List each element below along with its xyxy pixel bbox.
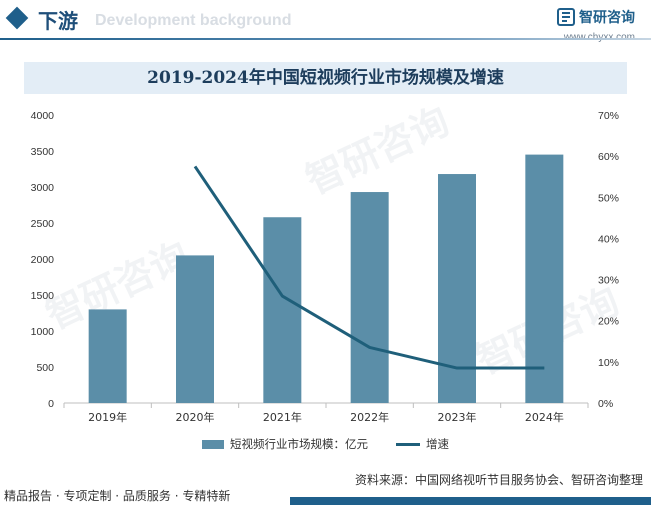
chart-legend: 短视频行业市场规模：亿元 增速 [0,436,651,452]
y-left-tick-label: 3000 [31,182,55,194]
y-right-tick-label: 10% [598,357,619,369]
legend-swatch-bar [202,439,224,449]
y-left-tick-label: 2500 [31,218,55,230]
x-tick-label: 2021年 [263,410,302,424]
x-tick-label: 2023年 [438,410,477,424]
y-left-tick-label: 4000 [31,110,55,122]
y-right-tick-label: 70% [598,110,619,122]
chart-title-band: 2019-2024年中国短视频行业市场规模及增速 [24,62,627,94]
legend-swatch-line [396,442,420,446]
bar [88,309,127,403]
legend-label-line: 增速 [426,437,449,451]
section-title: 下游 [38,9,78,33]
legend-item-line: 增速 [396,436,449,452]
footer-tagline: 精品报告 · 专项定制 · 品质服务 · 专精特新 [4,489,231,503]
footer-band [290,497,651,505]
brand: 智研咨询 [557,7,635,27]
bar [350,192,389,403]
x-tick-label: 2019年 [88,410,127,424]
y-right-tick-label: 40% [598,233,619,245]
x-tick-label: 2024年 [525,410,564,424]
y-left-tick-label: 3500 [31,146,55,158]
y-left-tick-label: 0 [48,398,54,410]
chart-title: 2019-2024年中国短视频行业市场规模及增速 [147,68,504,88]
y-left-tick-label: 2000 [31,254,55,266]
legend-item-bars: 短视频行业市场规模：亿元 [202,436,368,452]
y-left-tick-label: 1500 [31,290,55,302]
bar [263,217,302,403]
growth-line [193,165,545,370]
x-tick-label: 2020年 [176,410,215,424]
y-right-tick-label: 30% [598,275,619,287]
header-background-text: Development background [95,12,292,29]
bar [525,154,564,403]
brand-logo-icon [557,8,575,26]
brand-url: www.chyxx.com [564,32,635,43]
y-right-tick-label: 0% [598,398,613,410]
source-note: 资料来源：中国网络视听节目服务协会、智研咨询整理 [354,473,643,487]
bar [176,255,214,403]
legend-label-bars: 短视频行业市场规模：亿元 [230,437,368,451]
page-header: Development background 下游 智研咨询 www.chyxx… [0,0,651,48]
y-right-tick-label: 20% [598,316,619,328]
brand-name: 智研咨询 [579,10,635,26]
y-left-tick-label: 500 [36,362,54,374]
y-right-tick-label: 60% [598,151,619,163]
y-right-tick-label: 50% [598,192,619,204]
x-tick-label: 2022年 [350,410,389,424]
header-divider [0,38,651,40]
y-left-tick-label: 1000 [31,326,55,338]
